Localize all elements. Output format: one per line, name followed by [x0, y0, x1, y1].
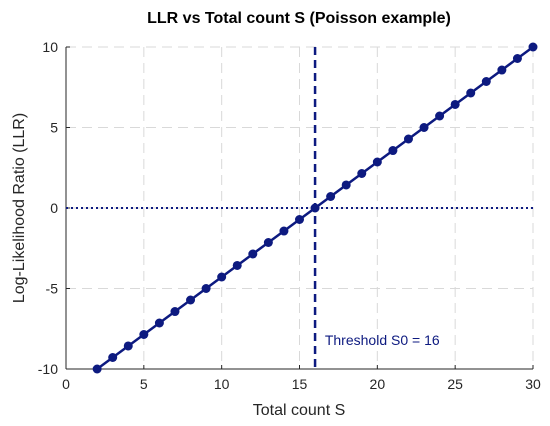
y-tick-label: 0 — [50, 200, 58, 216]
data-point — [512, 53, 522, 63]
x-tick-label: 30 — [525, 376, 541, 392]
y-tick-label: 5 — [50, 120, 58, 136]
data-point — [466, 88, 476, 98]
threshold-annotation: Threshold S0 = 16 — [325, 332, 440, 348]
data-point — [170, 307, 180, 317]
data-point — [217, 272, 227, 282]
data-point — [372, 157, 382, 167]
data-point — [435, 111, 445, 121]
series-layer — [92, 42, 538, 374]
data-point — [154, 318, 164, 328]
data-point — [139, 329, 149, 339]
x-tick-label: 5 — [140, 376, 148, 392]
data-point — [481, 77, 491, 87]
data-point — [326, 192, 336, 202]
data-point — [295, 214, 304, 224]
data-point — [232, 260, 242, 270]
y-tick-label: 10 — [42, 39, 58, 55]
chart-title: LLR vs Total count S (Poisson example) — [147, 10, 451, 27]
x-axis-label: Total count S — [253, 402, 346, 419]
x-tick-label: 20 — [370, 376, 386, 392]
data-point — [186, 295, 196, 305]
data-point — [388, 146, 398, 156]
data-point — [279, 226, 289, 236]
data-point — [92, 364, 102, 374]
data-point — [263, 238, 273, 248]
x-tick-label: 0 — [62, 376, 70, 392]
data-point — [248, 249, 258, 259]
data-point — [201, 284, 211, 293]
data-point — [450, 99, 460, 109]
y-tick-label: -10 — [38, 361, 58, 377]
data-point — [341, 180, 351, 190]
data-point — [403, 134, 413, 144]
data-point — [108, 353, 118, 363]
y-tick-label: -5 — [46, 281, 59, 297]
tick-labels: 0 5 10 15 20 25 30 -10 -5 0 5 10 — [38, 39, 541, 392]
x-tick-label: 10 — [214, 376, 230, 392]
data-point — [497, 65, 507, 75]
y-axis-label: Log-Likelihood Ratio (LLR) — [11, 113, 28, 303]
data-point — [123, 341, 133, 351]
x-tick-label: 15 — [292, 376, 308, 392]
data-point — [419, 123, 429, 132]
data-point — [528, 42, 538, 52]
data-point — [310, 203, 320, 213]
x-tick-label: 25 — [447, 376, 463, 392]
data-point — [357, 168, 367, 178]
